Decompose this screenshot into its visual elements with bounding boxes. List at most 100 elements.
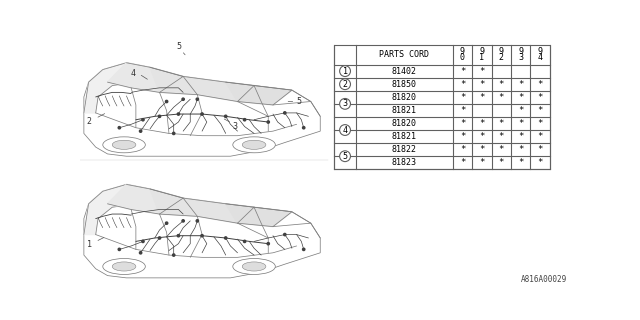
Text: *: * bbox=[460, 145, 465, 154]
Text: 9: 9 bbox=[538, 47, 543, 56]
Text: PARTS CORD: PARTS CORD bbox=[380, 50, 429, 59]
Polygon shape bbox=[150, 67, 254, 101]
Text: *: * bbox=[479, 67, 484, 76]
Circle shape bbox=[118, 248, 120, 251]
Circle shape bbox=[177, 113, 180, 115]
Circle shape bbox=[225, 115, 227, 117]
Circle shape bbox=[182, 220, 184, 222]
Text: *: * bbox=[537, 145, 543, 154]
Text: 81823: 81823 bbox=[392, 158, 417, 167]
Text: 81821: 81821 bbox=[392, 106, 417, 115]
Text: *: * bbox=[518, 80, 524, 89]
Circle shape bbox=[142, 240, 144, 243]
Ellipse shape bbox=[103, 259, 145, 275]
Ellipse shape bbox=[233, 137, 275, 153]
Text: *: * bbox=[537, 158, 543, 167]
Text: 1: 1 bbox=[479, 53, 484, 62]
Text: *: * bbox=[499, 145, 504, 154]
Text: 1: 1 bbox=[87, 240, 92, 249]
Polygon shape bbox=[150, 189, 254, 223]
Circle shape bbox=[173, 132, 175, 135]
Circle shape bbox=[166, 100, 168, 103]
Text: 2: 2 bbox=[342, 80, 348, 89]
Ellipse shape bbox=[243, 262, 266, 271]
Text: 3: 3 bbox=[342, 99, 348, 108]
Circle shape bbox=[196, 98, 198, 100]
Polygon shape bbox=[226, 82, 292, 105]
Text: *: * bbox=[460, 67, 465, 76]
Text: *: * bbox=[518, 132, 524, 141]
Circle shape bbox=[303, 248, 305, 251]
Circle shape bbox=[225, 237, 227, 239]
Circle shape bbox=[158, 115, 161, 117]
Text: *: * bbox=[460, 93, 465, 102]
Text: 81820: 81820 bbox=[392, 93, 417, 102]
Bar bbox=[334, 44, 550, 169]
Text: 0: 0 bbox=[460, 53, 465, 62]
Polygon shape bbox=[108, 184, 183, 214]
Text: *: * bbox=[518, 158, 524, 167]
Text: *: * bbox=[460, 106, 465, 115]
Text: 9: 9 bbox=[460, 47, 465, 56]
Text: 2: 2 bbox=[87, 117, 92, 126]
Text: *: * bbox=[479, 80, 484, 89]
Ellipse shape bbox=[112, 140, 136, 149]
Circle shape bbox=[177, 235, 180, 237]
Circle shape bbox=[140, 130, 142, 132]
Circle shape bbox=[303, 127, 305, 129]
Text: *: * bbox=[460, 119, 465, 128]
Circle shape bbox=[173, 254, 175, 256]
Text: 81850: 81850 bbox=[392, 80, 417, 89]
Ellipse shape bbox=[112, 262, 136, 271]
Circle shape bbox=[267, 121, 269, 123]
Text: 1: 1 bbox=[342, 67, 348, 76]
Circle shape bbox=[182, 98, 184, 100]
Circle shape bbox=[196, 220, 198, 222]
Text: 81402: 81402 bbox=[392, 67, 417, 76]
Text: 5: 5 bbox=[342, 152, 348, 161]
Circle shape bbox=[201, 235, 204, 237]
Text: 81821: 81821 bbox=[392, 132, 417, 141]
Text: *: * bbox=[499, 119, 504, 128]
Text: 9: 9 bbox=[518, 47, 523, 56]
Text: 5: 5 bbox=[296, 97, 301, 106]
Text: 9: 9 bbox=[499, 47, 504, 56]
Text: *: * bbox=[518, 93, 524, 102]
Text: *: * bbox=[479, 119, 484, 128]
Text: *: * bbox=[499, 80, 504, 89]
Text: *: * bbox=[499, 93, 504, 102]
Text: *: * bbox=[479, 132, 484, 141]
Text: *: * bbox=[518, 106, 524, 115]
Polygon shape bbox=[84, 63, 150, 113]
Circle shape bbox=[166, 222, 168, 224]
Text: 3: 3 bbox=[518, 53, 523, 62]
Text: 4: 4 bbox=[538, 53, 543, 62]
Polygon shape bbox=[84, 184, 320, 278]
Text: 4: 4 bbox=[342, 125, 348, 134]
Circle shape bbox=[267, 243, 269, 245]
Text: *: * bbox=[518, 145, 524, 154]
Text: 9: 9 bbox=[479, 47, 484, 56]
Text: 5: 5 bbox=[176, 42, 181, 51]
Text: *: * bbox=[479, 145, 484, 154]
Ellipse shape bbox=[233, 259, 275, 275]
Text: *: * bbox=[479, 93, 484, 102]
Text: 81822: 81822 bbox=[392, 145, 417, 154]
Text: *: * bbox=[460, 80, 465, 89]
Text: *: * bbox=[460, 158, 465, 167]
Text: *: * bbox=[499, 132, 504, 141]
Polygon shape bbox=[226, 204, 292, 227]
Circle shape bbox=[201, 113, 204, 115]
Circle shape bbox=[243, 119, 246, 121]
Polygon shape bbox=[84, 63, 320, 156]
Text: *: * bbox=[537, 106, 543, 115]
Bar bbox=[334, 44, 550, 169]
Circle shape bbox=[340, 151, 351, 162]
Circle shape bbox=[118, 127, 120, 129]
Text: *: * bbox=[537, 93, 543, 102]
Text: 81820: 81820 bbox=[392, 119, 417, 128]
Text: *: * bbox=[537, 132, 543, 141]
Circle shape bbox=[340, 66, 351, 76]
Text: *: * bbox=[479, 158, 484, 167]
Ellipse shape bbox=[103, 137, 145, 153]
